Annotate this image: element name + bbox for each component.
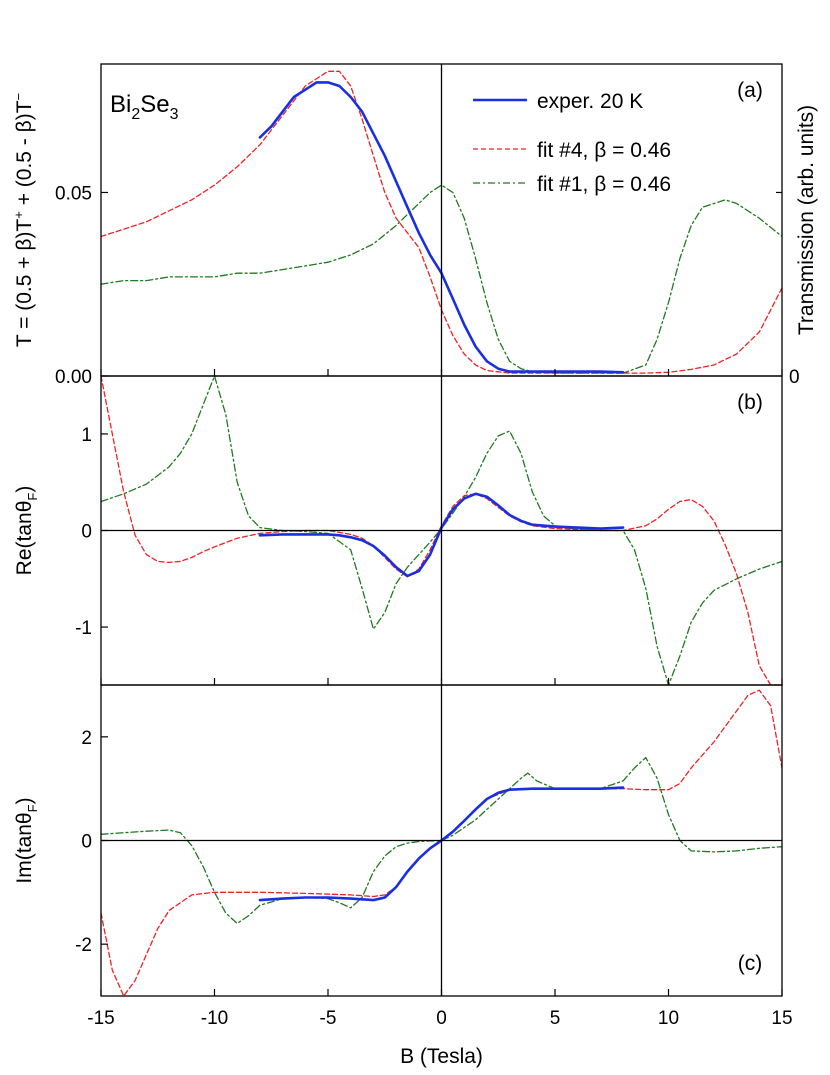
ylabel-sub: F: [25, 804, 40, 812]
panel-b-label: (b): [737, 391, 763, 414]
ylabel-part: ): [13, 486, 36, 493]
ylabel-sub: F: [25, 493, 40, 501]
ylabel-part: Re(tanθ: [13, 501, 36, 576]
labels: 0.00 0.05 (a) T = (0.5 + β)T+ + (0.5 - β)T−…: [11, 79, 818, 1068]
panel-c-ylabel: Im(tanθF): [13, 797, 40, 883]
panel-c-label: (c): [738, 952, 763, 975]
xtick-label: 0: [436, 1008, 447, 1029]
tick-marks: [100, 191, 783, 996]
panel-c-ytick-label: 0: [81, 832, 92, 853]
ylabel-part: + (0.5 - β)T: [13, 100, 36, 211]
xtick-label: -10: [201, 1008, 228, 1029]
xtick-label: -15: [87, 1008, 114, 1029]
panel-b-ytick-label: 1: [81, 425, 92, 446]
ylabel-sup: −: [11, 93, 26, 101]
panel-a-label: (a): [737, 79, 763, 102]
material-label: Bi2Se3: [110, 91, 179, 123]
x-axis-label: B (Tesla): [400, 1045, 483, 1068]
reference-lines: [101, 64, 782, 996]
panel-a-series-exp: [258, 81, 625, 374]
legend-entry-fit1: fit #1, β = 0.46: [537, 173, 671, 196]
material-sub: 3: [170, 106, 179, 123]
xtick-label: 5: [550, 1008, 561, 1029]
panel-c-ytick-label: 2: [81, 728, 92, 749]
xtick-label: -5: [320, 1008, 337, 1029]
panel-a-ylabel: T = (0.5 + β)T+ + (0.5 - β)T−: [11, 93, 36, 347]
xtick-label: 10: [658, 1008, 679, 1029]
panel-a-series-fit4: [101, 70, 782, 374]
panel-a-right-tick-label: 0: [789, 367, 800, 388]
panel-c-series-fit1: [101, 756, 782, 925]
ylabel-sup: +: [11, 211, 26, 219]
ylabel-part: ): [13, 797, 36, 804]
ylabel-part: Im(tanθ: [13, 812, 36, 883]
panel-c-ytick-label: -2: [75, 935, 92, 956]
material-sub: 2: [131, 106, 140, 123]
material-part: Bi: [110, 91, 131, 118]
panel-b-series-exp: [258, 492, 625, 578]
panel-b-ylabel: Re(tanθF): [13, 486, 40, 576]
panel-b-series-fit4: [101, 375, 782, 686]
series-layer: [101, 70, 782, 996]
panel-b-ytick-label: -1: [75, 618, 92, 639]
ylabel-part: T = (0.5 + β)T: [13, 219, 36, 348]
panel-a-series-fit1: [101, 184, 782, 374]
panel-a-ytick-label: 0.05: [55, 183, 92, 204]
panel-a-ylabel-right: Transmission (arb. units): [795, 105, 818, 335]
xtick-label: 15: [771, 1008, 792, 1029]
material-part: Se: [140, 91, 169, 118]
legend-entry-fit4: fit #4, β = 0.46: [537, 139, 671, 162]
panel-a-ytick-label: 0.00: [55, 367, 92, 388]
panel-b-ytick-label: 0: [81, 522, 92, 543]
legend-entry-exp: exper. 20 K: [537, 90, 643, 113]
